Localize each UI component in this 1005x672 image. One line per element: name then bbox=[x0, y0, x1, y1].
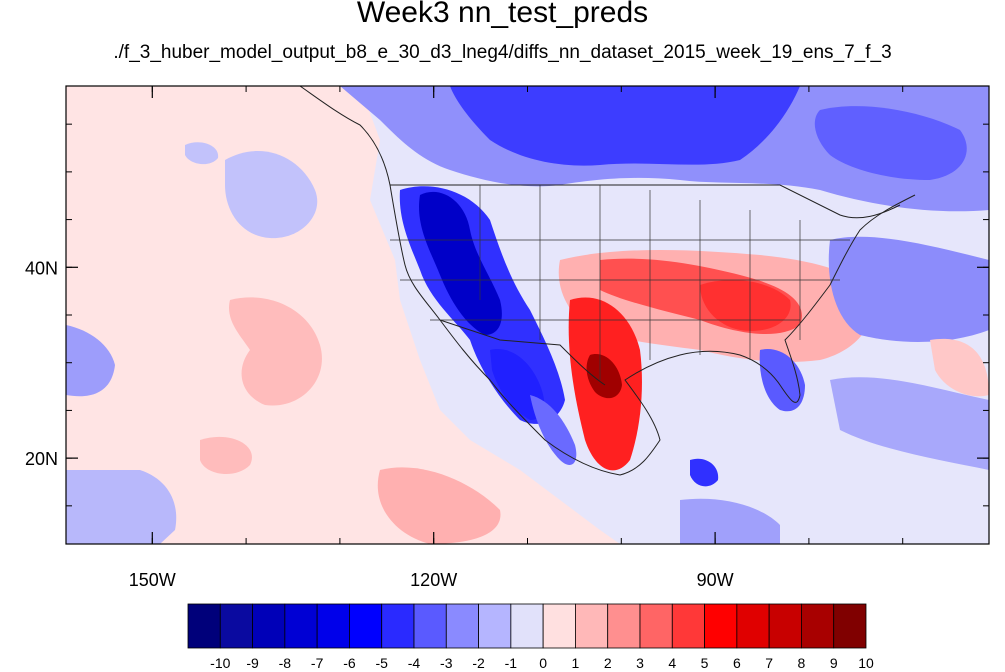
north-america-coastline bbox=[299, 86, 916, 476]
mexico-blue-strip bbox=[530, 395, 577, 465]
colorbar-label: -7 bbox=[311, 655, 324, 671]
colorbar-swatch bbox=[833, 603, 867, 649]
colorbar-swatch bbox=[445, 603, 479, 649]
colorbar-label: -3 bbox=[440, 655, 453, 671]
pacific-blue-patch-north bbox=[225, 151, 318, 239]
lat-tick-label: 20N bbox=[25, 449, 58, 469]
colorbar-swatch bbox=[413, 603, 447, 649]
lon-tick-label: 120W bbox=[410, 570, 457, 590]
lat-tick-label: 40N bbox=[25, 258, 58, 278]
lon-tick-label: 150W bbox=[129, 570, 176, 590]
us-mexico-border bbox=[439, 319, 606, 386]
caribbean-blue bbox=[690, 458, 719, 487]
colorbar-label: 7 bbox=[765, 655, 773, 671]
colorbar-swatch bbox=[801, 603, 835, 649]
colorbar-label: -8 bbox=[279, 655, 292, 671]
atlantic-blue bbox=[828, 236, 989, 342]
colorbar-swatch bbox=[349, 603, 383, 649]
colorbar-swatch bbox=[736, 603, 770, 649]
colorbar-swatch bbox=[252, 603, 286, 649]
colorbar-label: -5 bbox=[375, 655, 388, 671]
pacific-pink-patch-center bbox=[229, 297, 322, 406]
colorbar-label: 8 bbox=[798, 655, 806, 671]
colorbar-swatch bbox=[219, 603, 253, 649]
caribbean-light-blue bbox=[680, 498, 780, 544]
colorbar-swatch bbox=[381, 603, 415, 649]
colorbar-label: 2 bbox=[604, 655, 612, 671]
colorbar-label: -10 bbox=[210, 655, 230, 671]
colorbar-label: 1 bbox=[572, 655, 580, 671]
east-pink-patch bbox=[930, 338, 989, 397]
colorbar-label: -1 bbox=[505, 655, 518, 671]
lon-tick-label: 90W bbox=[697, 570, 734, 590]
colorbar-label: -9 bbox=[246, 655, 259, 671]
colorbar-label: 10 bbox=[858, 655, 874, 671]
colorbar-swatch bbox=[607, 603, 641, 649]
axis-ticks: 150W 120W 90W 40N 20N bbox=[25, 86, 989, 590]
plot-subtitle: ./f_3_huber_model_output_b8_e_30_d3_lneg… bbox=[113, 42, 892, 63]
colorbar-swatch bbox=[704, 603, 738, 649]
map-panel bbox=[66, 86, 989, 544]
colorbar-label: 3 bbox=[636, 655, 644, 671]
us-canada-border bbox=[390, 184, 901, 219]
pacific-pink-region bbox=[66, 86, 620, 544]
colorbar-label: 4 bbox=[668, 655, 676, 671]
texas-dark-red-core bbox=[586, 354, 622, 399]
state-lines bbox=[390, 185, 850, 380]
colorbar-swatch bbox=[478, 603, 512, 649]
western-us-deepest-blue bbox=[419, 191, 502, 335]
colorbar-swatch bbox=[639, 603, 673, 649]
baja-blue bbox=[490, 349, 545, 420]
canada-dark-blue-core bbox=[450, 86, 800, 166]
pacific-pink-patch-south bbox=[377, 467, 501, 544]
colorbar-label: -6 bbox=[343, 655, 356, 671]
colorbar-label: 5 bbox=[701, 655, 709, 671]
colorbar-swatch bbox=[510, 603, 544, 649]
colorbar-label: -4 bbox=[408, 655, 421, 671]
atlantic-lower-blue bbox=[830, 377, 989, 470]
pacific-blue-patch-southwest bbox=[66, 470, 177, 544]
colorbar-swatch bbox=[187, 603, 221, 649]
colorbar-label: -2 bbox=[472, 655, 485, 671]
colorbar-swatch bbox=[284, 603, 318, 649]
southeast-red bbox=[700, 280, 791, 331]
colorbar-swatch bbox=[575, 603, 609, 649]
plot-title: Week3 nn_test_preds bbox=[356, 0, 649, 29]
colorbar-label: 6 bbox=[733, 655, 741, 671]
pacific-blue-patch-west bbox=[66, 325, 115, 397]
colorbar-swatch bbox=[671, 603, 705, 649]
colorbar-label: 9 bbox=[830, 655, 838, 671]
colorbar-swatch bbox=[542, 603, 576, 649]
canada-blue-east bbox=[814, 106, 967, 180]
pacific-blue-patch-small bbox=[185, 142, 219, 165]
colorbar-swatch bbox=[316, 603, 350, 649]
colorbar: -10 -9 -8 -7 -6 -5 -4 -3 -2 -1 0 1 2 3 4 5 6 7 8 9 10 bbox=[187, 603, 874, 671]
pacific-pink-patch-lower bbox=[200, 436, 252, 475]
colorbar-label: 0 bbox=[539, 655, 547, 671]
colorbar-swatch bbox=[768, 603, 802, 649]
